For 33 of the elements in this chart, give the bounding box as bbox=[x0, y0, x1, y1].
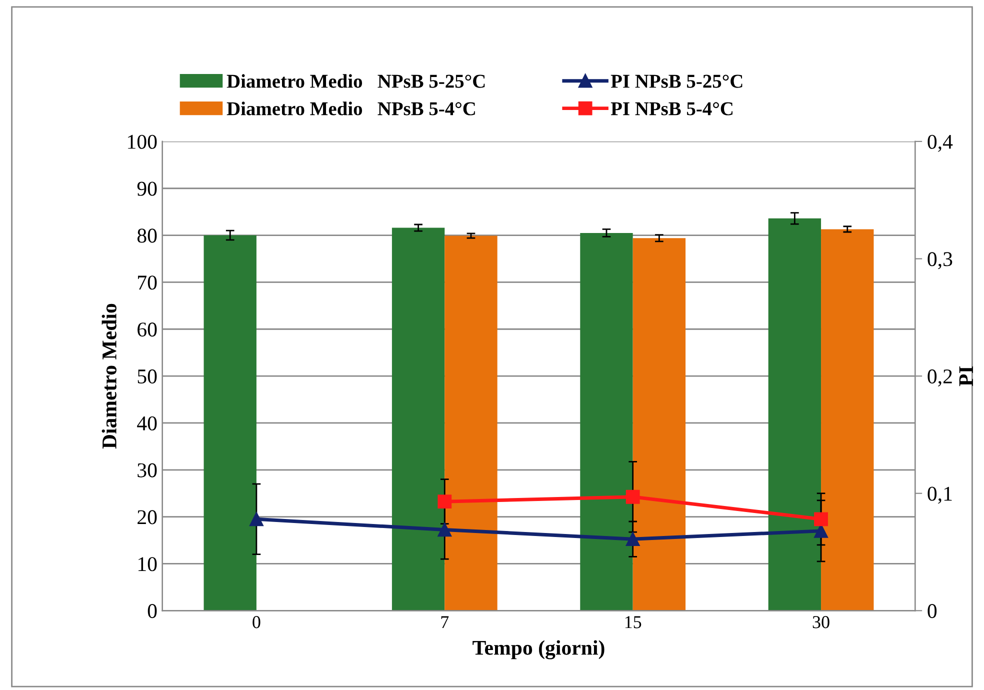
y-tick-label: 70 bbox=[138, 276, 157, 290]
point bbox=[626, 490, 640, 504]
y2-axis-title: PI bbox=[959, 366, 973, 386]
y-tick-label: 20 bbox=[138, 510, 157, 524]
y2-tick-label: 0,1 bbox=[928, 486, 952, 504]
y2-tick-label: 0,4 bbox=[928, 134, 953, 152]
y2-tick-label: 0,2 bbox=[928, 369, 952, 386]
y-tick-label: 100 bbox=[128, 134, 157, 149]
point bbox=[438, 522, 452, 537]
y-axis-title: Diametro Medio bbox=[102, 304, 116, 449]
legend-label: Diametro Medio NPsB 5-25°C bbox=[226, 74, 485, 88]
legend-label: PI NPsB 5-4°C bbox=[610, 102, 732, 116]
point bbox=[438, 494, 452, 509]
y2-tick-label: 0,3 bbox=[928, 252, 952, 270]
point bbox=[814, 512, 828, 526]
x-tick-label: 0 bbox=[252, 616, 260, 628]
y-tick-label: 0 bbox=[148, 604, 157, 618]
y-tick-label: 30 bbox=[138, 463, 157, 478]
y2-tick-label: 0 bbox=[928, 604, 937, 618]
point bbox=[250, 512, 264, 526]
x-tick-label: 7 bbox=[441, 616, 449, 628]
x-tick-label: 30 bbox=[812, 616, 830, 628]
legend-label: Diametro Medio NPsB 5-4°C bbox=[226, 102, 475, 116]
y-tick-label: 10 bbox=[138, 557, 157, 572]
x-tick-label: 15 bbox=[625, 616, 642, 628]
legend-label: PI NPsB 5-25°C bbox=[610, 74, 742, 88]
y-tick-label: 60 bbox=[138, 322, 157, 337]
x-axis-title: Tempo (giorni) bbox=[472, 640, 604, 660]
y-tick-label: 40 bbox=[137, 416, 157, 430]
point bbox=[626, 532, 640, 546]
y-tick-label: 80 bbox=[137, 228, 157, 243]
y-tick-label: 90 bbox=[137, 182, 157, 196]
y-tick-label: 50 bbox=[138, 369, 157, 384]
